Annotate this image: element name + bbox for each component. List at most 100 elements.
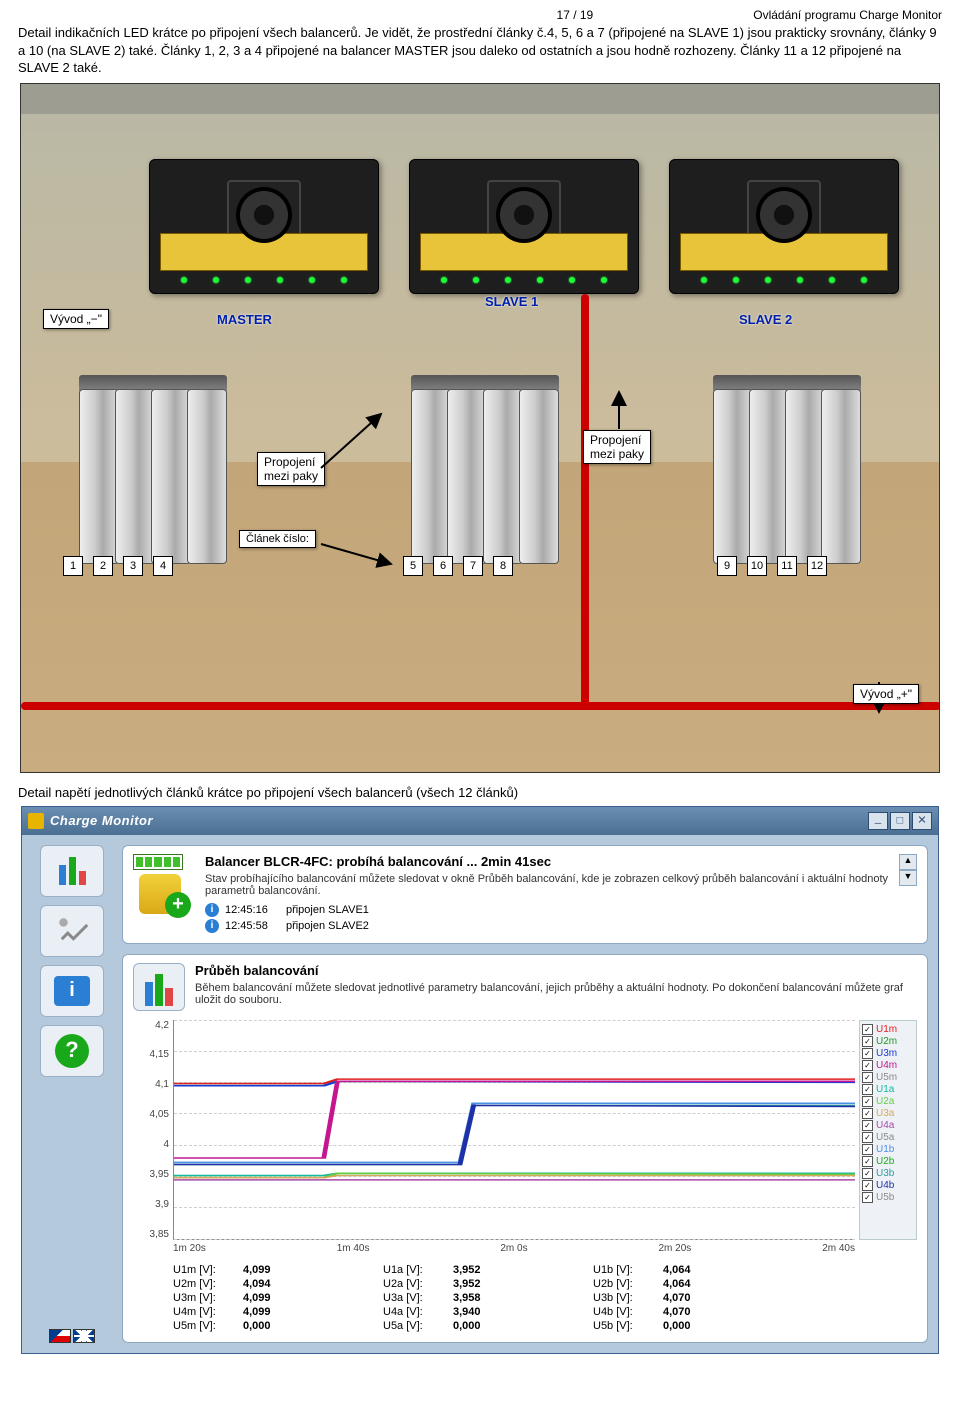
status-title: Balancer BLCR-4FC: probíhá balancování .… <box>205 854 889 869</box>
table-label: U5a [V]: <box>383 1320 453 1332</box>
table-value: 4,094 <box>243 1278 271 1290</box>
legend-item[interactable]: ✓U1b <box>862 1144 914 1155</box>
legend-item[interactable]: ✓U3a <box>862 1108 914 1119</box>
page-number: 17 / 19 <box>557 8 594 22</box>
legend-item[interactable]: ✓U4m <box>862 1060 914 1071</box>
titlebar: Charge Monitor <box>22 807 938 835</box>
log-text-1: připojen SLAVE1 <box>286 904 369 916</box>
table-row: U2m [V]:4,094U2a [V]:3,952U2b [V]:4,064 <box>173 1278 917 1290</box>
status-panel: + Balancer BLCR-4FC: probíhá balancování… <box>122 845 928 944</box>
legend-checkbox[interactable]: ✓ <box>862 1120 873 1131</box>
legend-label: U1a <box>876 1084 894 1095</box>
table-label: U2m [V]: <box>173 1278 243 1290</box>
chart-icon <box>133 963 185 1011</box>
table-value: 4,064 <box>663 1264 691 1276</box>
legend-item[interactable]: ✓U2m <box>862 1036 914 1047</box>
legend-item[interactable]: ✓U3b <box>862 1168 914 1179</box>
cell-number: 9 <box>717 556 737 576</box>
table-row: U1m [V]:4,099U1a [V]:3,952U1b [V]:4,064 <box>173 1264 917 1276</box>
x-tick: 2m 40s <box>822 1243 855 1254</box>
status-desc: Stav probíhajícího balancování můžete sl… <box>205 873 889 897</box>
doc-title: Ovládání programu Charge Monitor <box>753 8 942 22</box>
cell-number: 2 <box>93 556 113 576</box>
table-label: U3a [V]: <box>383 1292 453 1304</box>
legend-checkbox[interactable]: ✓ <box>862 1060 873 1071</box>
battery-icon: + <box>133 854 195 916</box>
legend-item[interactable]: ✓U3m <box>862 1048 914 1059</box>
maximize-button[interactable] <box>890 812 910 830</box>
sidebar-settings-icon[interactable] <box>40 905 104 957</box>
y-tick: 3,95 <box>133 1169 169 1180</box>
sidebar: i ? <box>32 845 112 1343</box>
legend-checkbox[interactable]: ✓ <box>862 1144 873 1155</box>
label-vyvod-plus: Vývod „+" <box>853 684 919 704</box>
table-label: U5m [V]: <box>173 1320 243 1332</box>
table-label: U2b [V]: <box>593 1278 663 1290</box>
legend-checkbox[interactable]: ✓ <box>862 1108 873 1119</box>
close-button[interactable] <box>912 812 932 830</box>
legend-checkbox[interactable]: ✓ <box>862 1084 873 1095</box>
table-label: U5b [V]: <box>593 1320 663 1332</box>
cell-number: 5 <box>403 556 423 576</box>
sidebar-chart-icon[interactable] <box>40 845 104 897</box>
legend-item[interactable]: ✓U4b <box>862 1180 914 1191</box>
legend-checkbox[interactable]: ✓ <box>862 1048 873 1059</box>
table-value: 0,000 <box>663 1320 691 1332</box>
legend-checkbox[interactable]: ✓ <box>862 1180 873 1191</box>
legend-label: U2m <box>876 1036 897 1047</box>
y-axis: 4,24,154,14,0543,953,93,85 <box>133 1020 173 1240</box>
log-text-2: připojen SLAVE2 <box>286 920 369 932</box>
legend-label: U2b <box>876 1156 894 1167</box>
legend-item[interactable]: ✓U5m <box>862 1072 914 1083</box>
legend-checkbox[interactable]: ✓ <box>862 1156 873 1167</box>
log-time-1: 12:45:16 <box>225 904 268 916</box>
legend-checkbox[interactable]: ✓ <box>862 1168 873 1179</box>
charge-monitor-window: Charge Monitor i ? <box>21 806 939 1354</box>
legend-item[interactable]: ✓U5b <box>862 1192 914 1203</box>
table-row: U5m [V]:0,000U5a [V]:0,000U5b [V]:0,000 <box>173 1320 917 1332</box>
sidebar-info-icon[interactable]: i <box>40 965 104 1017</box>
legend-label: U1b <box>876 1144 894 1155</box>
scroll-up-button[interactable]: ▲ <box>899 854 917 870</box>
legend-checkbox[interactable]: ✓ <box>862 1036 873 1047</box>
flag-uk[interactable] <box>73 1329 95 1343</box>
legend-item[interactable]: ✓U2a <box>862 1096 914 1107</box>
y-tick: 3,9 <box>133 1199 169 1210</box>
table-value: 4,099 <box>243 1306 271 1318</box>
y-tick: 4,2 <box>133 1020 169 1031</box>
legend-item[interactable]: ✓U1m <box>862 1024 914 1035</box>
scroll-down-button[interactable]: ▼ <box>899 870 917 886</box>
flag-cz[interactable] <box>49 1329 71 1343</box>
legend-checkbox[interactable]: ✓ <box>862 1024 873 1035</box>
legend-checkbox[interactable]: ✓ <box>862 1072 873 1083</box>
cell-number: 11 <box>777 556 797 576</box>
table-value: 4,064 <box>663 1278 691 1290</box>
sidebar-help-icon[interactable]: ? <box>40 1025 104 1077</box>
x-tick: 1m 20s <box>173 1243 206 1254</box>
chart-plot <box>173 1020 855 1240</box>
legend-item[interactable]: ✓U5a <box>862 1132 914 1143</box>
cell-number: 6 <box>433 556 453 576</box>
legend-item[interactable]: ✓U4a <box>862 1120 914 1131</box>
legend-checkbox[interactable]: ✓ <box>862 1132 873 1143</box>
table-label: U1a [V]: <box>383 1264 453 1276</box>
y-tick: 3,85 <box>133 1229 169 1240</box>
table-value: 4,099 <box>243 1264 271 1276</box>
y-tick: 4,15 <box>133 1049 169 1060</box>
legend-checkbox[interactable]: ✓ <box>862 1192 873 1203</box>
table-value: 3,940 <box>453 1306 481 1318</box>
minimize-button[interactable] <box>868 812 888 830</box>
table-label: U3m [V]: <box>173 1292 243 1304</box>
legend-item[interactable]: ✓U1a <box>862 1084 914 1095</box>
cell-number: 7 <box>463 556 483 576</box>
cell-number: 4 <box>153 556 173 576</box>
legend-checkbox[interactable]: ✓ <box>862 1096 873 1107</box>
legend-item[interactable]: ✓U2b <box>862 1156 914 1167</box>
legend-label: U5m <box>876 1072 897 1083</box>
legend-label: U5b <box>876 1192 894 1203</box>
app-title: Charge Monitor <box>50 813 868 828</box>
table-value: 3,958 <box>453 1292 481 1304</box>
cell-number: 3 <box>123 556 143 576</box>
table-value: 0,000 <box>453 1320 481 1332</box>
table-value: 4,099 <box>243 1292 271 1304</box>
